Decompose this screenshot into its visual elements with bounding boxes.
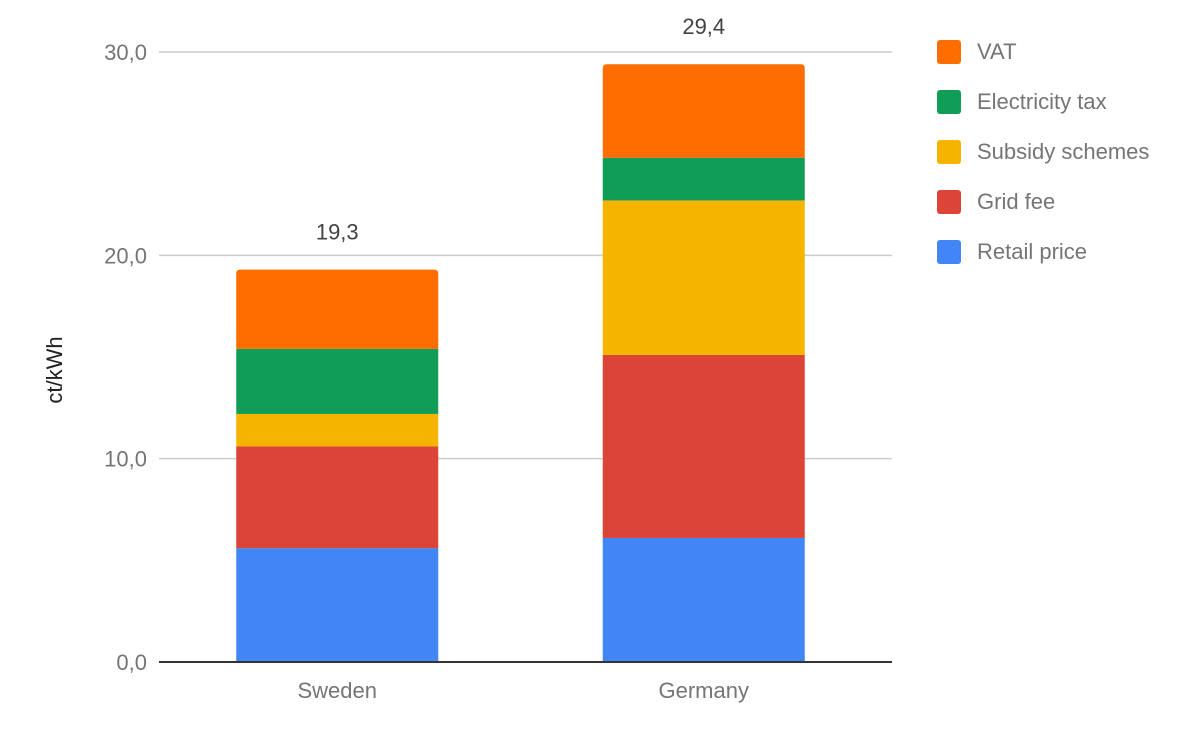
- y-axis-ticks: 0,0 10,0 20,0 30,0: [104, 40, 147, 675]
- bar-segment-grid-fee: [602, 354, 805, 538]
- y-tick-label: 30,0: [104, 40, 147, 65]
- bar-segment-retail-price: [602, 537, 805, 662]
- legend-swatch-icon: [937, 90, 961, 114]
- legend-swatch-icon: [937, 140, 961, 164]
- x-tick-label: Sweden: [297, 678, 377, 703]
- total-labels: 19,3 29,4: [316, 14, 725, 244]
- y-tick-label: 0,0: [116, 650, 147, 675]
- legend-label: Subsidy schemes: [977, 139, 1150, 164]
- legend-label: VAT: [977, 39, 1017, 64]
- legend-item: Retail price: [937, 239, 1149, 264]
- legend-label: Retail price: [977, 239, 1088, 264]
- bar-sweden: [236, 269, 439, 662]
- y-tick-label: 20,0: [104, 243, 147, 268]
- bar-segment-subsidy-schemes: [602, 200, 805, 355]
- legend-swatch-icon: [937, 240, 961, 264]
- legend-label: Grid fee: [977, 189, 1056, 214]
- legend-swatch-icon: [937, 190, 961, 214]
- bars: [236, 64, 805, 662]
- bar-germany: [602, 64, 805, 662]
- legend-item: Subsidy schemes: [937, 139, 1150, 164]
- total-value-label: 19,3: [316, 220, 359, 245]
- bar-segment-grid-fee: [236, 446, 439, 549]
- total-value-label: 29,4: [682, 14, 725, 39]
- y-axis-title: ct/kWh: [42, 336, 67, 403]
- bar-segment-subsidy-schemes: [236, 413, 439, 447]
- bar-segment-retail-price: [236, 548, 439, 662]
- x-axis-labels: Sweden Germany: [297, 678, 749, 703]
- bar-segment-vat: [236, 269, 439, 349]
- bar-segment-electricity-tax: [602, 157, 805, 201]
- x-tick-label: Germany: [659, 678, 749, 703]
- legend-item: Grid fee: [937, 189, 1149, 214]
- legend-item: Electricity tax: [937, 89, 1149, 114]
- bar-segment-vat: [602, 64, 805, 158]
- legend: VAT Electricity tax Subsidy schemes Grid fe…: [937, 39, 1150, 290]
- y-tick-label: 10,0: [104, 447, 147, 472]
- bar-segment-electricity-tax: [236, 348, 439, 414]
- legend-swatch-icon: [937, 40, 961, 64]
- legend-label: Electricity tax: [977, 89, 1107, 114]
- legend-item: VAT: [937, 39, 1149, 64]
